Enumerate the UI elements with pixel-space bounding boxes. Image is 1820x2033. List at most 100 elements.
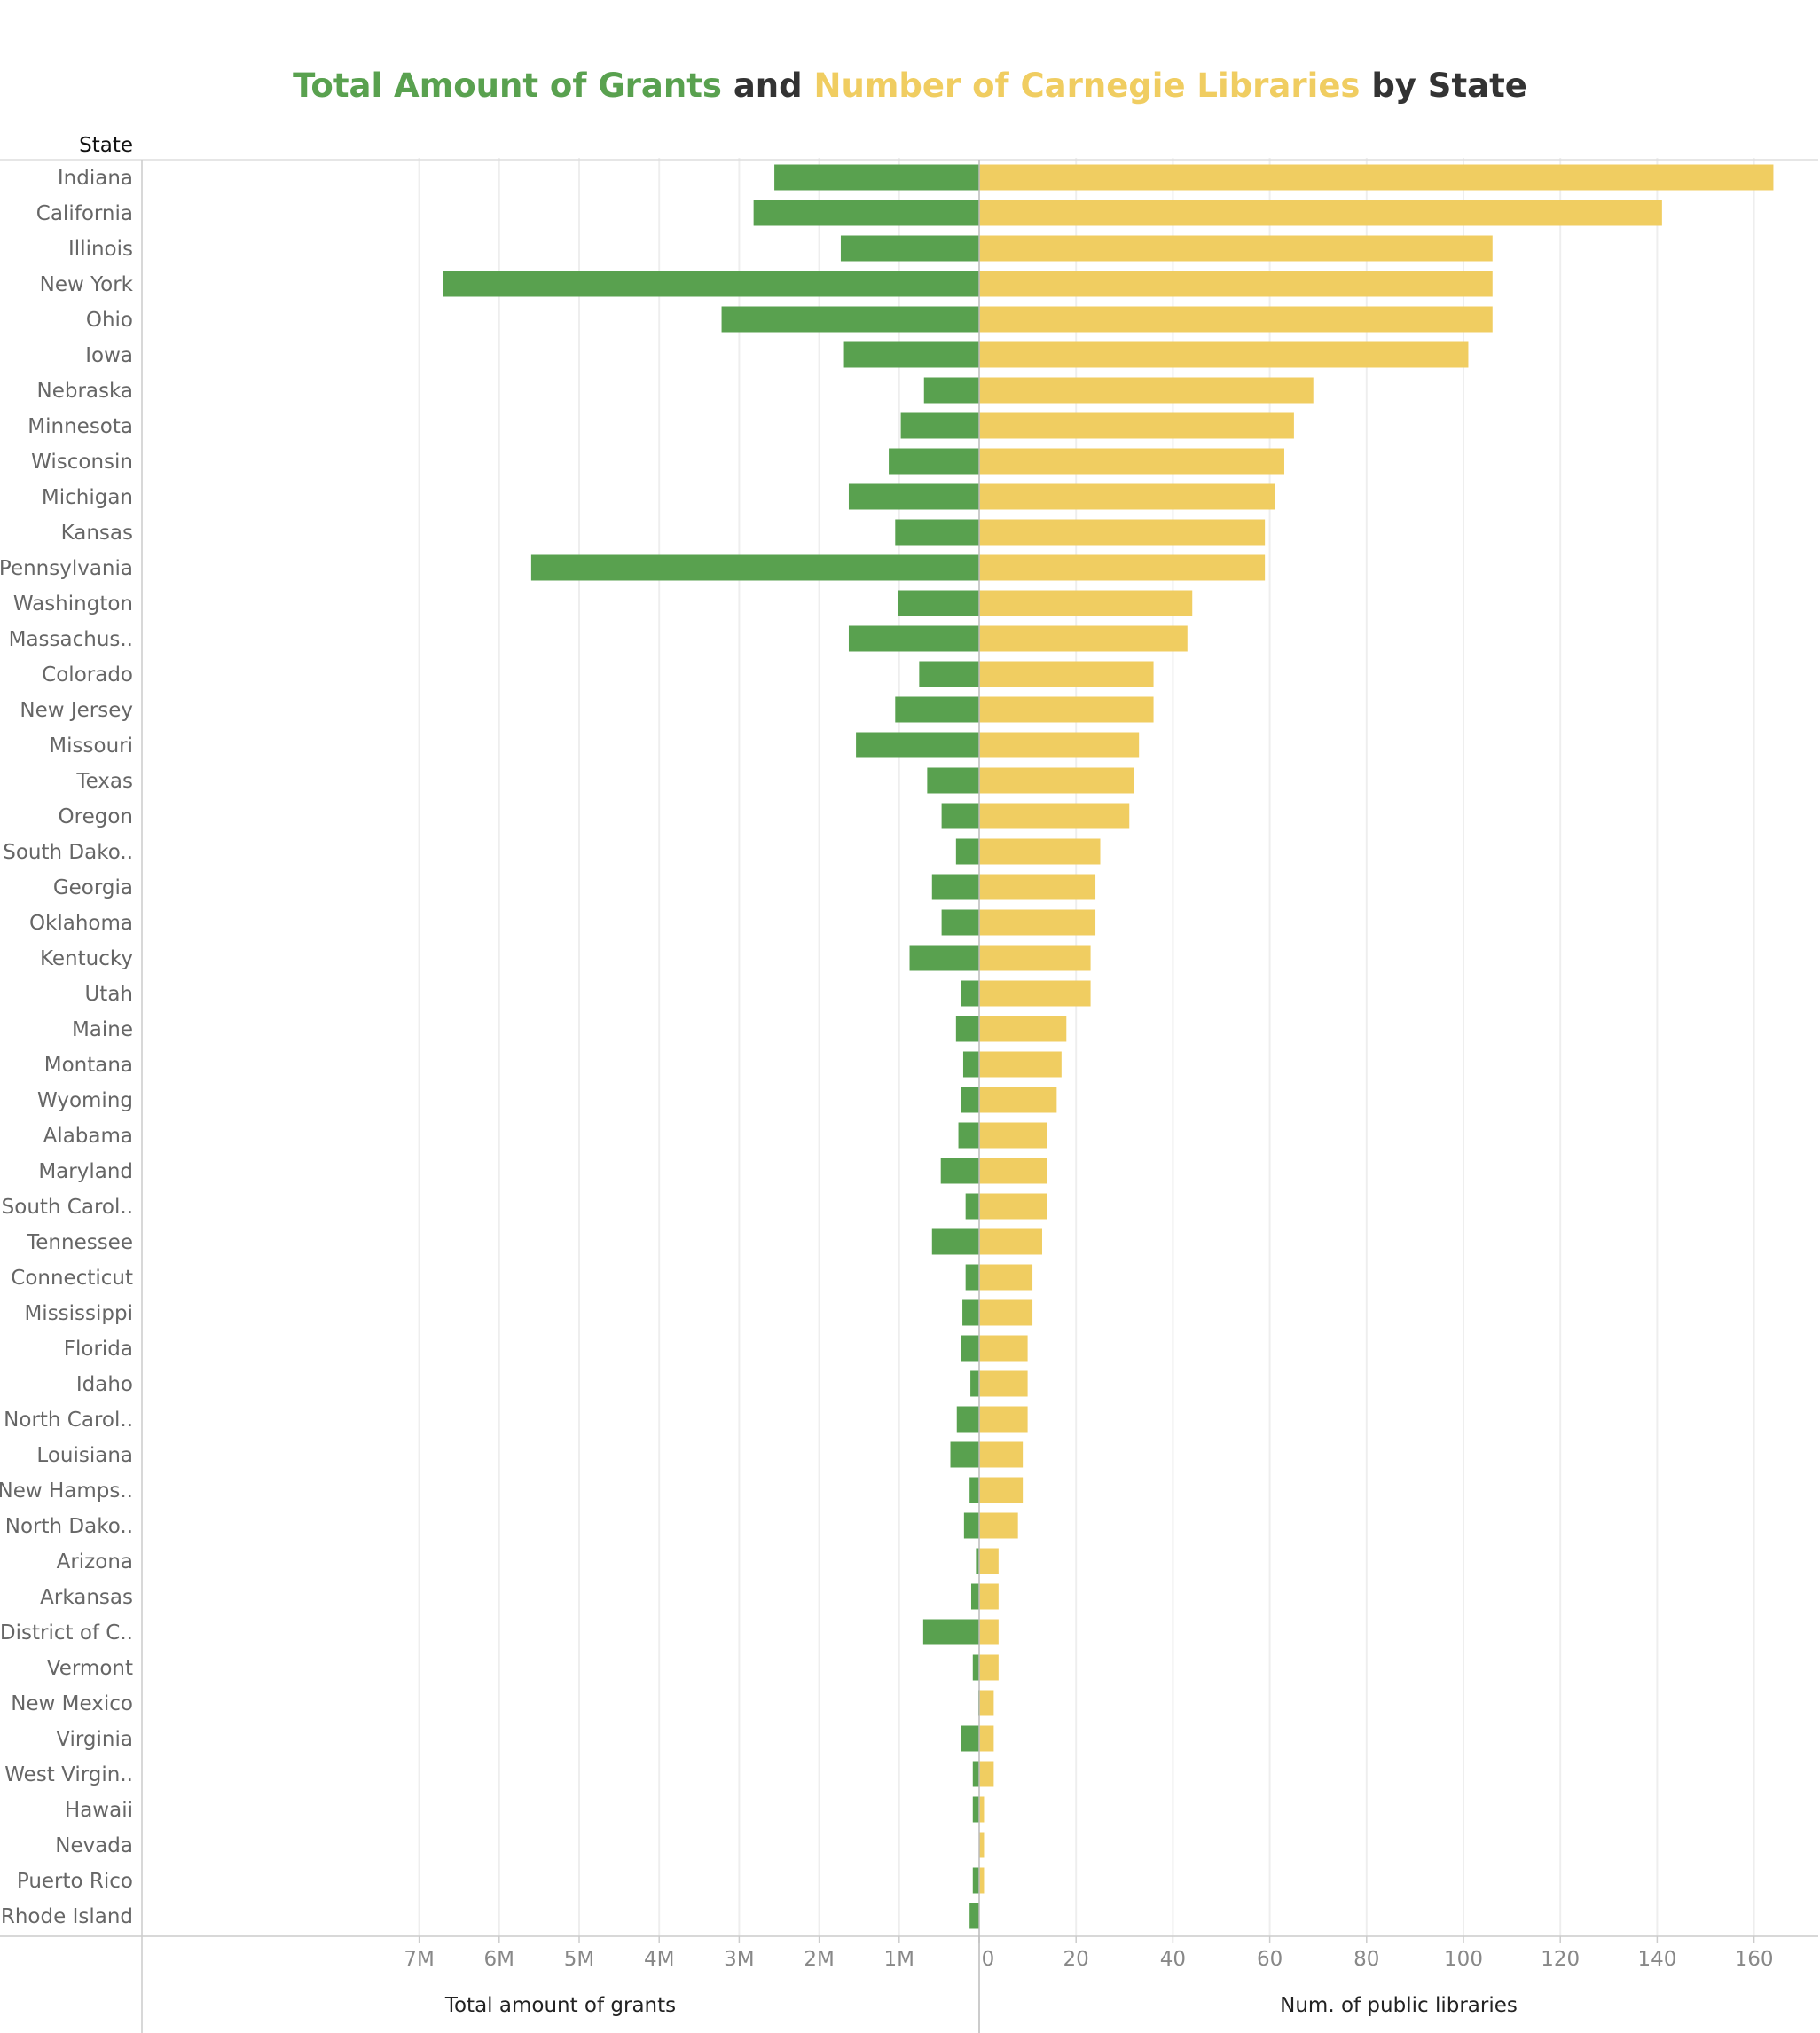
bar-grants: [909, 945, 979, 971]
bar-grants: [969, 1477, 979, 1503]
bar-libraries: [979, 271, 1493, 297]
bar-libraries: [979, 1228, 1042, 1255]
tick-label-grants: 6M: [484, 1948, 514, 1971]
state-label: Georgia: [53, 876, 133, 899]
state-label: South Carol..: [2, 1196, 133, 1219]
bar-grants: [976, 1548, 979, 1574]
state-label: Michigan: [42, 486, 133, 509]
state-label: Maryland: [38, 1160, 133, 1183]
libraries-bars: [979, 164, 1774, 1894]
bar-libraries: [979, 1087, 1057, 1113]
state-label: Montana: [44, 1054, 133, 1077]
bar-libraries: [979, 1654, 999, 1681]
bar-grants: [955, 838, 979, 865]
tick-label-libraries: 160: [1735, 1948, 1774, 1971]
tick-label-libraries: 120: [1541, 1948, 1580, 1971]
state-label: Rhode Island: [1, 1905, 133, 1928]
bar-grants: [965, 1264, 979, 1291]
tick-label-libraries: 80: [1353, 1948, 1379, 1971]
bar-grants: [963, 1512, 979, 1539]
bar-grants: [848, 483, 979, 510]
bar-grants: [848, 625, 979, 652]
bar-grants: [931, 874, 979, 900]
bar-libraries: [979, 1583, 999, 1610]
bar-grants: [972, 1867, 979, 1894]
bar-libraries: [979, 945, 1091, 971]
state-label: North Dako..: [5, 1515, 133, 1538]
tick-label-libraries: 20: [1063, 1948, 1089, 1971]
bar-libraries: [979, 1370, 1028, 1397]
bar-libraries: [979, 1477, 1024, 1503]
state-label: Idaho: [76, 1373, 133, 1396]
state-label: New Jersey: [20, 699, 133, 722]
tick-label-grants: 5M: [564, 1948, 594, 1971]
bar-libraries: [979, 448, 1284, 475]
tick-label-libraries: 60: [1257, 1948, 1283, 1971]
bar-grants: [961, 980, 979, 1007]
state-label: Iowa: [85, 344, 133, 367]
state-label: Utah: [84, 983, 133, 1006]
bar-grants: [530, 554, 979, 581]
bar-grants: [840, 235, 979, 262]
bar-libraries: [979, 1299, 1033, 1326]
bar-libraries: [979, 200, 1662, 226]
state-label: Nebraska: [37, 380, 134, 403]
bar-grants: [965, 1193, 979, 1220]
bar-libraries: [979, 1122, 1047, 1149]
tick-label-grants: 7M: [404, 1948, 434, 1971]
grants-bars: [443, 164, 979, 1929]
bar-libraries: [979, 590, 1193, 616]
bar-grants: [922, 1619, 979, 1645]
tick-label-libraries: 140: [1637, 1948, 1676, 1971]
state-label: West Virgin..: [4, 1763, 133, 1786]
bar-grants: [961, 1725, 979, 1752]
state-label: Kentucky: [40, 947, 133, 970]
bar-grants: [897, 590, 979, 616]
state-label: Kansas: [61, 522, 133, 545]
bar-grants: [941, 909, 979, 936]
bar-libraries: [979, 696, 1154, 723]
state-label: Minnesota: [27, 415, 133, 438]
chart-title: Total Amount of Grants and Number of Car…: [293, 67, 1527, 105]
bar-grants: [895, 696, 979, 723]
bar-grants: [774, 164, 979, 191]
bar-libraries: [979, 412, 1294, 439]
state-label: Arizona: [57, 1550, 133, 1574]
bar-libraries: [979, 625, 1188, 652]
x-axis-title-libraries: Num. of public libraries: [1280, 1994, 1518, 2017]
bar-libraries: [979, 554, 1266, 581]
bar-libraries: [979, 1690, 994, 1716]
bar-grants: [895, 519, 979, 546]
bar-grants: [969, 1903, 979, 1929]
tick-labels: 7M 6M 5M 4M 3M 2M 1M 0 20 40 60 80 100 120 140 160: [404, 1948, 1773, 1971]
tick-label-libraries: 0: [982, 1948, 995, 1971]
state-labels: Indiana California Illinois New York Ohio Iow…: [0, 167, 134, 1928]
chart-title-grants: Total Amount of Grants: [293, 67, 722, 105]
bar-libraries: [979, 235, 1493, 262]
tick-label-libraries: 40: [1160, 1948, 1186, 1971]
bar-libraries: [979, 1619, 999, 1645]
bar-grants: [961, 1335, 979, 1362]
state-label: Hawaii: [65, 1799, 133, 1822]
bar-libraries: [979, 767, 1134, 794]
bar-grants: [970, 1370, 979, 1397]
bar-grants: [923, 377, 979, 404]
chart-title-and: and: [722, 67, 814, 105]
state-label: District of C..: [0, 1621, 133, 1644]
state-label: New Mexico: [11, 1692, 133, 1715]
gridlines: [418, 158, 1755, 1936]
state-label: Washington: [13, 593, 133, 616]
bar-grants: [972, 1796, 979, 1823]
state-label: Texas: [75, 770, 133, 793]
bar-grants: [843, 341, 979, 368]
bar-grants: [941, 803, 979, 829]
chart-title-by-state: by State: [1360, 67, 1526, 105]
state-label: Missouri: [49, 734, 133, 757]
bar-libraries: [979, 661, 1154, 687]
tick-label-grants: 2M: [804, 1948, 834, 1971]
bar-grants: [856, 732, 979, 758]
state-label: Wyoming: [37, 1089, 133, 1112]
bar-grants: [956, 1406, 979, 1433]
bar-libraries: [979, 1512, 1018, 1539]
